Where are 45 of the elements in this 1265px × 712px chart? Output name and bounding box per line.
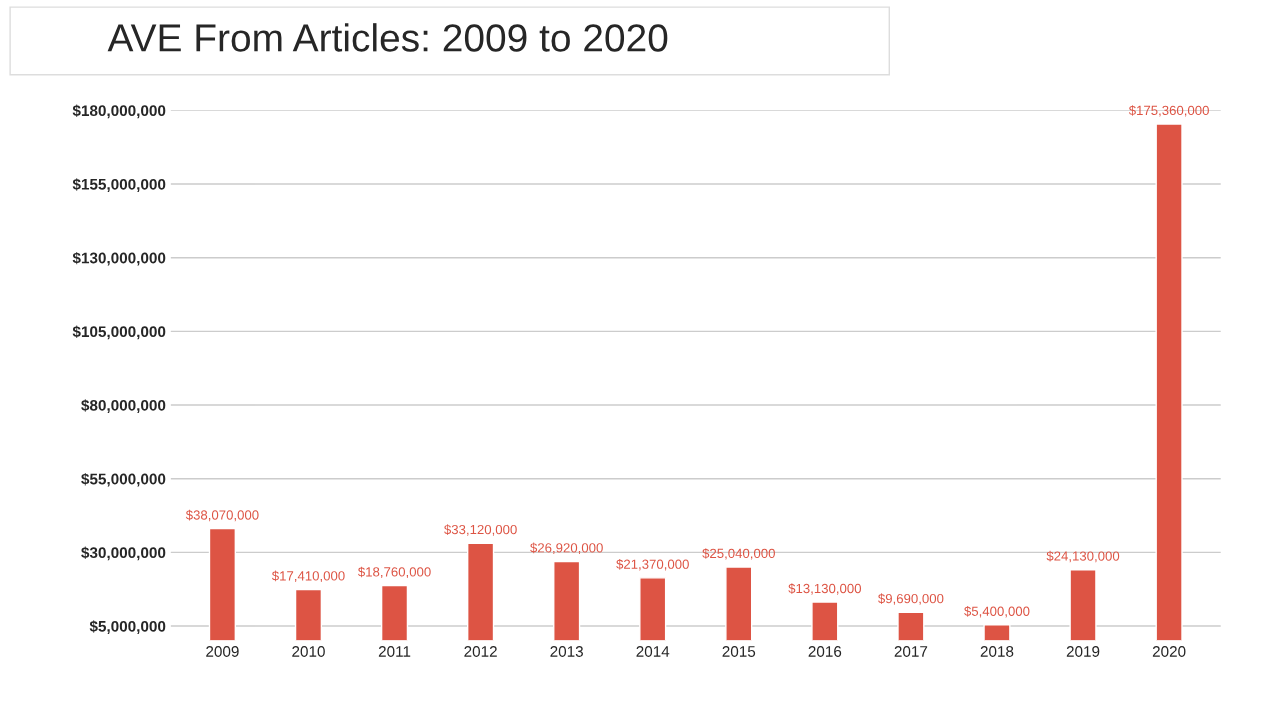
data-label: $5,400,000	[964, 606, 1030, 618]
data-label: $33,120,000	[444, 524, 517, 536]
x-tick-label: 2014	[636, 646, 670, 657]
bar	[1069, 568, 1097, 641]
data-label: $24,130,000	[1046, 550, 1120, 563]
y-tick-label: $130,000,000	[72, 251, 166, 266]
bar	[983, 624, 1011, 641]
y-tick-label: $55,000,000	[81, 472, 166, 487]
x-tick-label: 2012	[464, 646, 497, 657]
bar	[553, 560, 581, 641]
x-tick-label: 2016	[808, 646, 842, 657]
data-label: $18,760,000	[357, 566, 431, 579]
x-tick-label: 2013	[550, 646, 583, 657]
bar	[725, 566, 753, 641]
x-tick-label: 2017	[894, 646, 928, 657]
y-tick-label: $155,000,000	[72, 178, 166, 192]
y-tick-label: $105,000,000	[72, 325, 166, 340]
y-tick-label: $80,000,000	[81, 399, 166, 413]
data-label: $38,070,000	[185, 509, 259, 522]
data-label: $25,040,000	[702, 548, 775, 560]
x-tick-label: 2011	[378, 646, 411, 657]
bar	[811, 601, 839, 641]
bar	[897, 611, 925, 641]
data-label: $26,920,000	[530, 542, 603, 555]
y-tick-label: $30,000,000	[81, 546, 166, 561]
bar	[466, 542, 495, 641]
x-tick-label: 2020	[1152, 646, 1186, 657]
y-tick-label: $180,000,000	[72, 104, 166, 119]
y-tick-label: $5,000,000	[89, 620, 166, 634]
chart-title: AVE From Articles: 2009 to 2020	[107, 23, 668, 52]
bar	[380, 584, 409, 641]
x-tick-label: 2009	[206, 646, 239, 657]
bar	[208, 527, 237, 641]
data-label: $9,690,000	[878, 593, 944, 605]
bar	[639, 577, 667, 641]
bar	[1155, 123, 1183, 641]
data-label: $13,130,000	[788, 583, 862, 595]
x-tick-label: 2018	[980, 646, 1014, 657]
x-tick-label: 2019	[1066, 646, 1100, 657]
x-tick-label: 2015	[722, 646, 756, 657]
data-label: $17,410,000	[271, 570, 345, 583]
x-tick-label: 2010	[292, 646, 325, 657]
bar	[294, 588, 323, 641]
data-label: $21,370,000	[616, 558, 689, 571]
data-label: $175,360,000	[1128, 105, 1209, 117]
